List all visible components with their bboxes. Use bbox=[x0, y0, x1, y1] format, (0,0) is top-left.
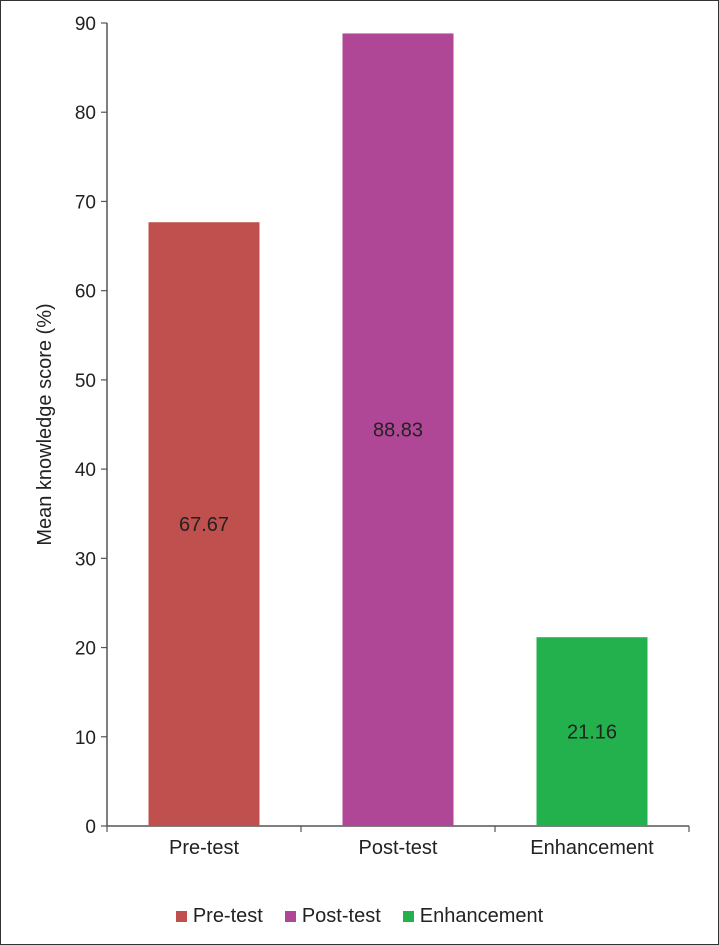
bar-pre-test bbox=[148, 222, 260, 826]
y-tick-label: 0 bbox=[85, 817, 96, 838]
y-tick-label: 20 bbox=[75, 639, 96, 660]
data-label: 88.83 bbox=[373, 420, 423, 442]
x-category-label: Pre-test bbox=[169, 837, 239, 859]
legend-swatch-post-test bbox=[284, 911, 296, 922]
legend-item-pre-test: Pre-test bbox=[175, 905, 263, 928]
legend-swatch-pre-test bbox=[175, 911, 187, 922]
y-tick-label: 30 bbox=[75, 549, 96, 570]
x-category-label: Enhancement bbox=[530, 837, 654, 859]
y-axis-title: Mean knowledge score (%) bbox=[34, 303, 56, 545]
y-tick-label: 50 bbox=[75, 371, 96, 392]
bar-post-test bbox=[342, 33, 454, 826]
bar-enhancement bbox=[536, 637, 648, 826]
legend-label-post-test: Post-test bbox=[301, 905, 381, 927]
y-tick-label: 40 bbox=[75, 460, 96, 481]
legend-swatch-enhancement bbox=[402, 911, 414, 922]
y-tick-label: 90 bbox=[75, 14, 96, 35]
y-tick-label: 60 bbox=[75, 282, 96, 303]
x-category-label: Post-test bbox=[359, 837, 438, 859]
data-label: 21.16 bbox=[567, 722, 617, 744]
legend-item-post-test: Post-test bbox=[284, 905, 381, 928]
y-tick-label: 10 bbox=[75, 728, 96, 749]
legend: Pre-test Post-test Enhancement bbox=[1, 905, 718, 928]
legend-label-enhancement: Enhancement bbox=[419, 905, 544, 927]
legend-label-pre-test: Pre-test bbox=[192, 905, 263, 927]
legend-item-enhancement: Enhancement bbox=[402, 905, 544, 928]
data-label: 67.67 bbox=[179, 514, 229, 536]
y-tick-label: 70 bbox=[75, 192, 96, 213]
y-tick-label: 80 bbox=[75, 103, 96, 124]
